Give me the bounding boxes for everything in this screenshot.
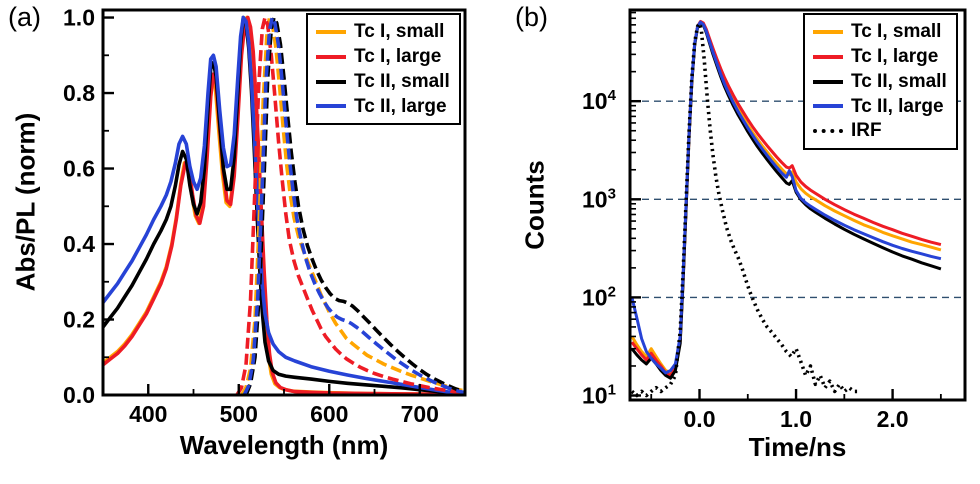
legend-item: Tc II, small [316, 71, 450, 93]
panel-b-x-axis-title: Time/ns [748, 432, 847, 462]
series-pl-tc2-large [242, 15, 465, 395]
tick-label: 101 [582, 382, 616, 409]
legend-swatch-solid-line [316, 29, 346, 34]
legend-item: Tc I, small [316, 21, 450, 43]
tick-label: 103 [582, 185, 616, 212]
legend-item: Tc II, small [813, 71, 947, 93]
legend-label: Tc II, small [851, 70, 947, 92]
panel-a-plot-canvas: 400 500 600 700 0.0 0.2 0.4 0.6 0.8 1.0 [63, 5, 467, 427]
tick-label: 700 [401, 401, 439, 427]
tick-label: 0.6 [63, 156, 95, 182]
legend-swatch-solid-line [316, 79, 346, 84]
legend-swatch-solid-line [316, 104, 346, 109]
tick-label: 0.8 [63, 80, 95, 106]
tick-label: 0.4 [63, 231, 95, 257]
series-pl-tc2-small [244, 15, 465, 395]
axes-frame [628, 8, 967, 402]
legend-swatch-solid-line [316, 54, 346, 59]
legend-label: Tc II, small [354, 70, 450, 92]
legend-item: Tc II, large [813, 96, 947, 118]
tick-label: 1.0 [63, 5, 95, 31]
tick-label: 0.0 [684, 406, 716, 432]
legend-label: Tc I, large [851, 45, 939, 67]
panel-b-legend: Tc I, small Tc I, large Tc II, small Tc II,… [803, 13, 958, 151]
panel-a-letter: (a) [8, 2, 41, 32]
tick-label: 500 [220, 401, 258, 427]
tick-label: 1.0 [780, 406, 812, 432]
legend-swatch-solid-line [813, 54, 843, 59]
legend-item: IRF [813, 120, 947, 142]
series-pl-tc1-large [235, 15, 465, 395]
tick-label: 400 [129, 401, 167, 427]
legend-item: Tc I, large [316, 46, 450, 68]
legend-label: Tc I, small [851, 21, 942, 42]
legend-label: Tc I, small [354, 21, 445, 42]
legend-item: Tc I, large [813, 46, 947, 68]
panel-a: (a) 400 500 600 700 0.0 0.2 0.4 0.6 0.8 1.0 Wavel… [8, 2, 467, 460]
legend-label: Tc II, large [354, 95, 447, 117]
legend-label: Tc I, large [354, 45, 442, 67]
tick-label: 102 [582, 283, 616, 310]
legend-label: IRF [851, 120, 882, 142]
panel-a-legend: Tc I, small Tc I, large Tc II, small Tc II,… [306, 13, 461, 126]
tick-label: 0.0 [63, 382, 95, 408]
series-abs-tc1-large [103, 15, 465, 395]
panel-a-x-axis-title: Wavelength (nm) [179, 430, 389, 460]
panel-a-y-axis-title: Abs/PL (norm) [10, 112, 41, 292]
legend-swatch-solid-line [813, 29, 843, 34]
legend-swatch-dotted-line [813, 129, 843, 134]
panel-b: (b) 0.0 1.0 2.0 101 102 103 104 Time/ns Counts… [505, 0, 980, 484]
panel-b-letter: (b) [515, 2, 548, 32]
legend-label: Tc II, large [851, 95, 944, 117]
series-decay-tc2-large [630, 20, 942, 375]
tick-label: 104 [582, 87, 617, 114]
panel-b-plot-canvas: 0.0 1.0 2.0 101 102 103 104 [582, 8, 967, 432]
legend-item: Tc II, large [316, 96, 450, 118]
tick-label: 600 [310, 401, 348, 427]
series-abs-tc2-small [103, 15, 465, 395]
legend-swatch-solid-line [813, 79, 843, 84]
legend-swatch-solid-line [813, 104, 843, 109]
series-abs-tc2-large [103, 15, 465, 395]
tick-label: 0.2 [63, 307, 95, 333]
panel-b-y-axis-title: Counts [519, 160, 550, 250]
tick-label: 2.0 [877, 406, 909, 432]
legend-item: Tc I, small [813, 21, 947, 43]
